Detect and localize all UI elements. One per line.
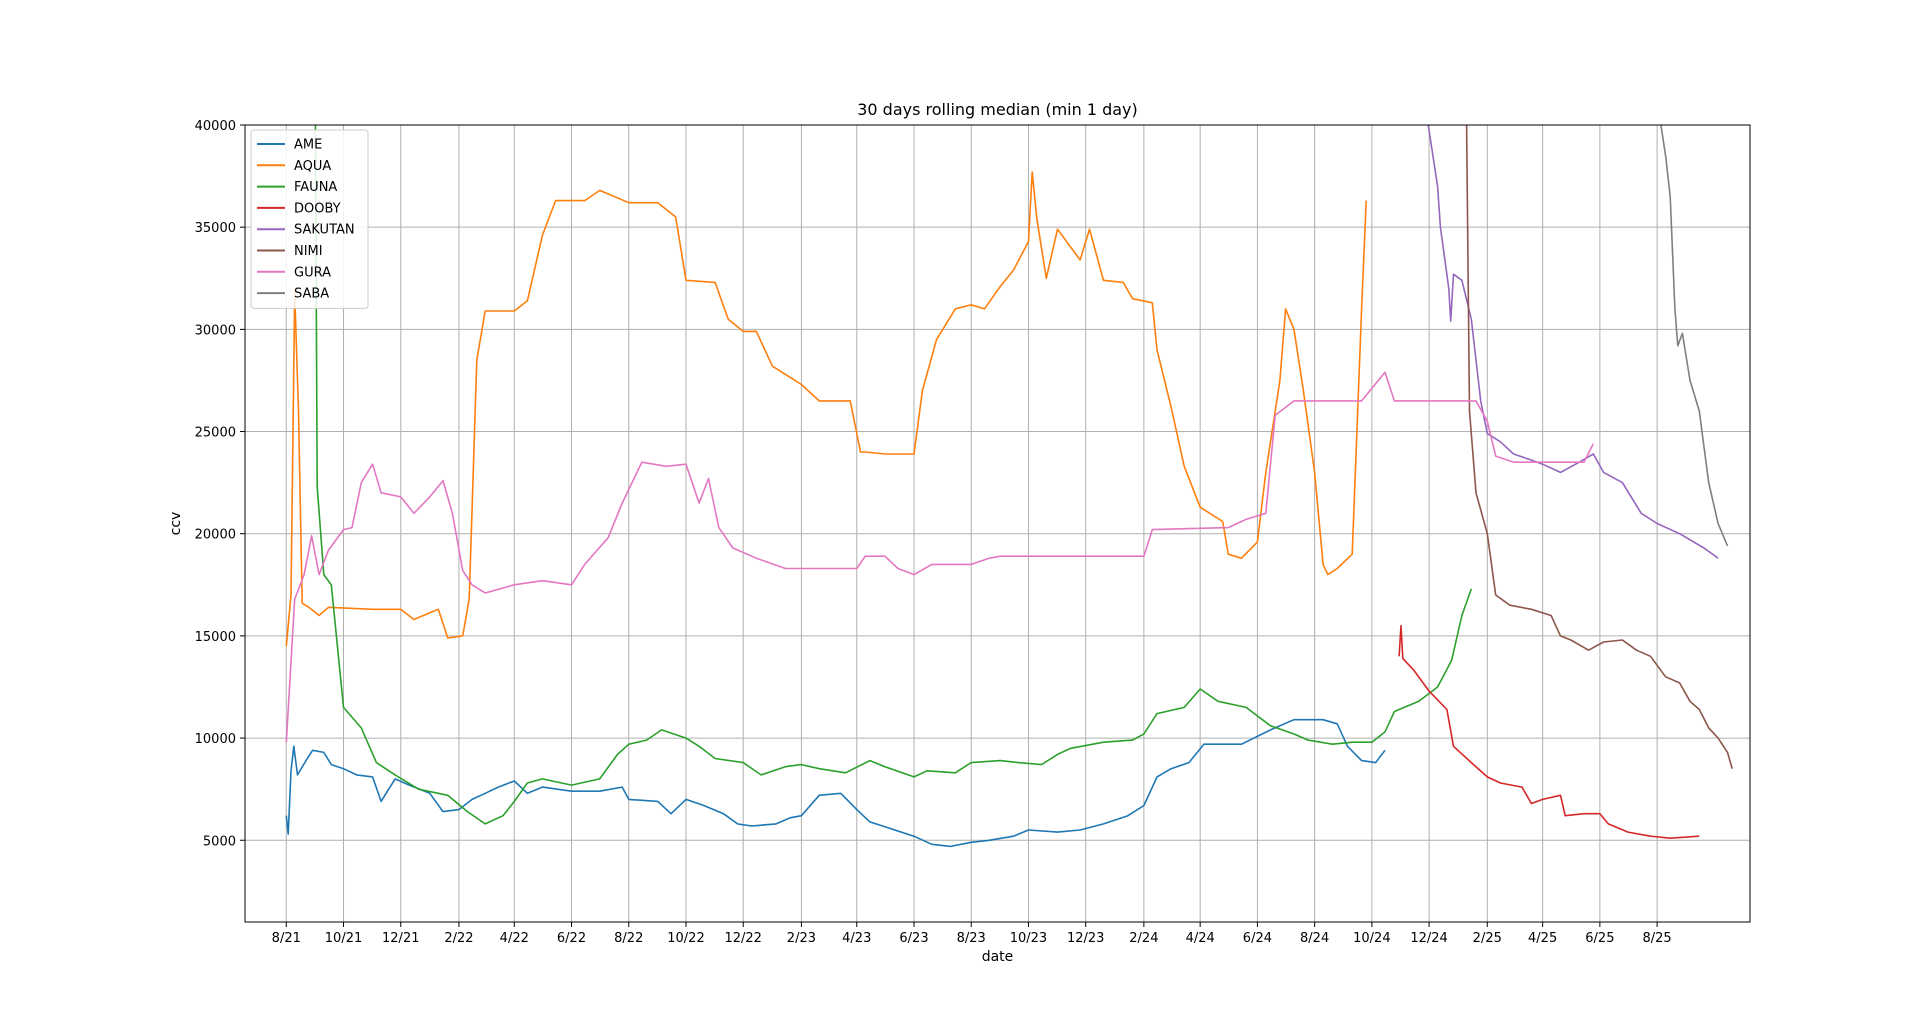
x-tick-label: 4/24 [1186, 931, 1215, 946]
x-tick-label: 10/23 [1010, 931, 1047, 946]
series-line-gura [285, 371, 1595, 743]
legend-label: AQUA [294, 159, 331, 174]
x-tick-label: 8/23 [957, 931, 986, 946]
x-tick-label: 8/21 [272, 931, 301, 946]
legend-label: AME [294, 138, 322, 153]
x-tick-label: 12/24 [1410, 931, 1447, 946]
x-tick-label: 4/25 [1528, 931, 1557, 946]
x-tick-label: 2/23 [787, 931, 816, 946]
y-tick-label: 25000 [195, 426, 236, 441]
x-tick-label: 10/24 [1353, 931, 1390, 946]
y-axis-title: ccv [168, 512, 184, 536]
x-tick-label: 6/22 [557, 931, 586, 946]
series-line-sakutan [1427, 124, 1719, 559]
x-tick-label: 6/23 [899, 931, 928, 946]
legend-box [250, 129, 369, 309]
y-tick-label: 15000 [195, 630, 236, 645]
x-tick-label: 12/21 [382, 931, 419, 946]
x-tick-label: 12/22 [724, 931, 761, 946]
x-tick-label: 8/25 [1643, 931, 1672, 946]
x-tick-label: 2/24 [1129, 931, 1158, 946]
axis-ticks: 8/21 10/21 12/21 2/22 4/22 6/22 8/22 10/22 12/22… [195, 119, 1672, 946]
series-line-nimi [1465, 124, 1733, 769]
series-lines [285, 124, 1733, 848]
legend-label: DOOBY [294, 201, 341, 216]
series-line-ame [285, 718, 1386, 848]
grid [245, 124, 1750, 922]
y-tick-label: 20000 [195, 528, 236, 543]
x-tick-label: 8/24 [1300, 931, 1329, 946]
x-tick-label: 4/23 [842, 931, 871, 946]
legend-label: SAKUTAN [294, 223, 355, 238]
x-tick-label: 2/22 [444, 931, 473, 946]
legend-label: GURA [294, 265, 331, 280]
plot-frame [244, 124, 1751, 923]
legend-label: NIMI [294, 244, 323, 259]
x-tick-label: 8/22 [614, 931, 643, 946]
x-tick-label: 6/25 [1585, 931, 1614, 946]
y-tick-label: 30000 [195, 323, 236, 338]
series-line-dooby [1398, 624, 1700, 840]
y-tick-label: 35000 [195, 221, 236, 236]
series-line-fauna [314, 124, 1473, 825]
x-tick-label: 12/23 [1067, 931, 1104, 946]
y-tick-label: 40000 [195, 119, 236, 134]
y-tick-label: 5000 [203, 834, 236, 849]
x-tick-label: 10/21 [325, 931, 362, 946]
x-tick-label: 10/22 [667, 931, 704, 946]
legend-label: FAUNA [294, 180, 337, 195]
legend-label: SABA [294, 287, 329, 302]
x-axis-title: date [982, 949, 1014, 965]
y-tick-label: 10000 [195, 732, 236, 747]
legend: AME AQUA FAUNA DOOBY SAKUTAN NIMI GURA SABA [250, 129, 369, 309]
series-line-aqua [285, 171, 1367, 647]
chart-title: 30 days rolling median (min 1 day) [857, 100, 1138, 119]
x-tick-label: 6/24 [1243, 931, 1272, 946]
x-tick-label: 2/25 [1473, 931, 1502, 946]
x-tick-label: 4/22 [500, 931, 529, 946]
series-line-saba [1660, 124, 1729, 547]
